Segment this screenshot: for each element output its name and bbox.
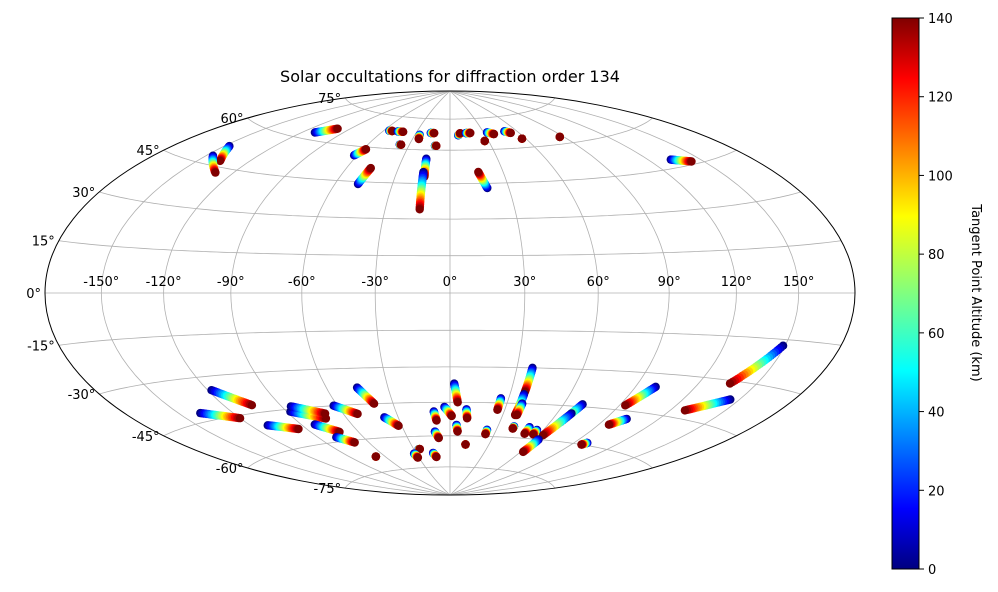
y-tick-label: -30° (68, 388, 96, 403)
occultation-point (394, 421, 403, 430)
occultation-point (333, 124, 342, 133)
occultation-point (432, 141, 441, 150)
occultation-point (508, 424, 517, 433)
x-tick-label: -60° (288, 275, 316, 290)
occultation-point (353, 409, 362, 419)
colorbar-ticks: 0 20 40 60 80 100 120 140 (919, 12, 953, 578)
y-tick-label: -15° (27, 339, 55, 354)
colorbar-tick-label: 100 (928, 169, 953, 184)
occultation-point (434, 433, 443, 443)
colorbar-tick-label: 80 (928, 248, 945, 263)
occultation-point (555, 132, 564, 142)
y-tick-label: -60° (216, 462, 244, 477)
occultation-point (529, 430, 538, 439)
occultation-point (481, 430, 490, 439)
occultation-point (366, 163, 375, 173)
grid-meridian (449, 91, 526, 495)
y-tick-label: 30° (72, 186, 95, 201)
occultation-point (621, 401, 630, 410)
y-tick-label: 60° (220, 112, 243, 127)
occultation-point (320, 409, 330, 418)
occultation-point (462, 414, 472, 423)
grid-meridian (449, 91, 670, 495)
y-tick-label: 0° (26, 287, 41, 302)
occultation-point (453, 427, 462, 436)
grid-meridian (163, 91, 451, 495)
occultation-point (432, 416, 441, 425)
x-tick-label: 150° (783, 275, 814, 290)
occultation-point (369, 399, 379, 408)
x-tick-label: -150° (83, 275, 119, 290)
occultation-point (489, 129, 499, 139)
occultation-point (680, 406, 690, 415)
y-tick-label: 15° (32, 235, 55, 250)
plot-boundary (44, 90, 856, 496)
colorbar-label: Tangent Point Altitude (km) (968, 203, 983, 381)
occultation-point (517, 134, 527, 143)
occultation-point (447, 411, 456, 421)
colorbar (891, 17, 920, 570)
y-tick-label: -75° (313, 482, 341, 497)
occultation-point (518, 447, 528, 457)
y-tick-label: 75° (318, 92, 341, 107)
x-tick-label: 30° (513, 275, 536, 290)
occultation-point (687, 157, 696, 166)
occultation-point (577, 440, 586, 449)
grid-meridian (449, 91, 800, 495)
y-tick-label: -45° (132, 430, 160, 445)
occultation-point (235, 414, 245, 423)
occultation-point (453, 398, 462, 407)
colorbar-tick-label: 120 (928, 91, 953, 106)
grid-meridian (449, 91, 737, 495)
occultation-point (396, 140, 406, 149)
occultation-point (215, 156, 225, 166)
occultation-point (211, 168, 220, 177)
x-tick-label: -120° (146, 275, 182, 290)
occultation-point (466, 128, 475, 138)
x-tick-label: 90° (658, 275, 681, 290)
occultation-point (399, 127, 408, 136)
occultation-point (432, 452, 441, 462)
occultation-point (604, 420, 614, 429)
colorbar-tick-label: 60 (928, 327, 945, 342)
y-tick-labels: 75° 60° 45° 30° 15° 0° -15° -30° -45° -60° -75° (26, 92, 341, 497)
occultation-point (361, 145, 371, 154)
occultation-point (350, 438, 359, 447)
data-points (196, 124, 788, 462)
x-tick-labels: -150° -120° -90° -60° -30° 0° 30° 60° 90° 120° 150… (83, 275, 814, 290)
occultation-point (520, 429, 529, 438)
occultation-point (247, 401, 257, 410)
grid-lines (45, 91, 855, 495)
occultation-point (413, 453, 423, 462)
chart-title: Solar occultations for diffraction order… (280, 67, 620, 86)
colorbar-tick-label: 0 (928, 563, 936, 578)
occultation-point (480, 136, 489, 146)
grid-meridian (374, 91, 451, 495)
grid-meridian (100, 91, 451, 495)
colorbar-tick-label: 140 (928, 12, 953, 27)
occultation-point (474, 167, 483, 177)
occultation-point (493, 405, 502, 414)
occultation-point (461, 440, 470, 449)
occultation-point (430, 128, 439, 138)
x-tick-label: 120° (721, 275, 752, 290)
occultation-point (506, 128, 515, 138)
colorbar-tick-label: 40 (928, 406, 945, 421)
x-tick-label: -90° (217, 275, 245, 290)
occultation-point (371, 452, 381, 461)
y-tick-label: 45° (137, 144, 160, 159)
occultation-point (725, 379, 735, 388)
occultation-point (294, 424, 303, 434)
grid-meridian (230, 91, 451, 495)
x-tick-label: 60° (587, 275, 610, 290)
occultation-point (414, 134, 423, 144)
colorbar-tick-label: 20 (928, 484, 945, 499)
x-tick-label: 0° (443, 275, 458, 290)
occultation-point (415, 205, 424, 214)
x-tick-label: -30° (361, 275, 389, 290)
occultation-point (512, 410, 521, 420)
